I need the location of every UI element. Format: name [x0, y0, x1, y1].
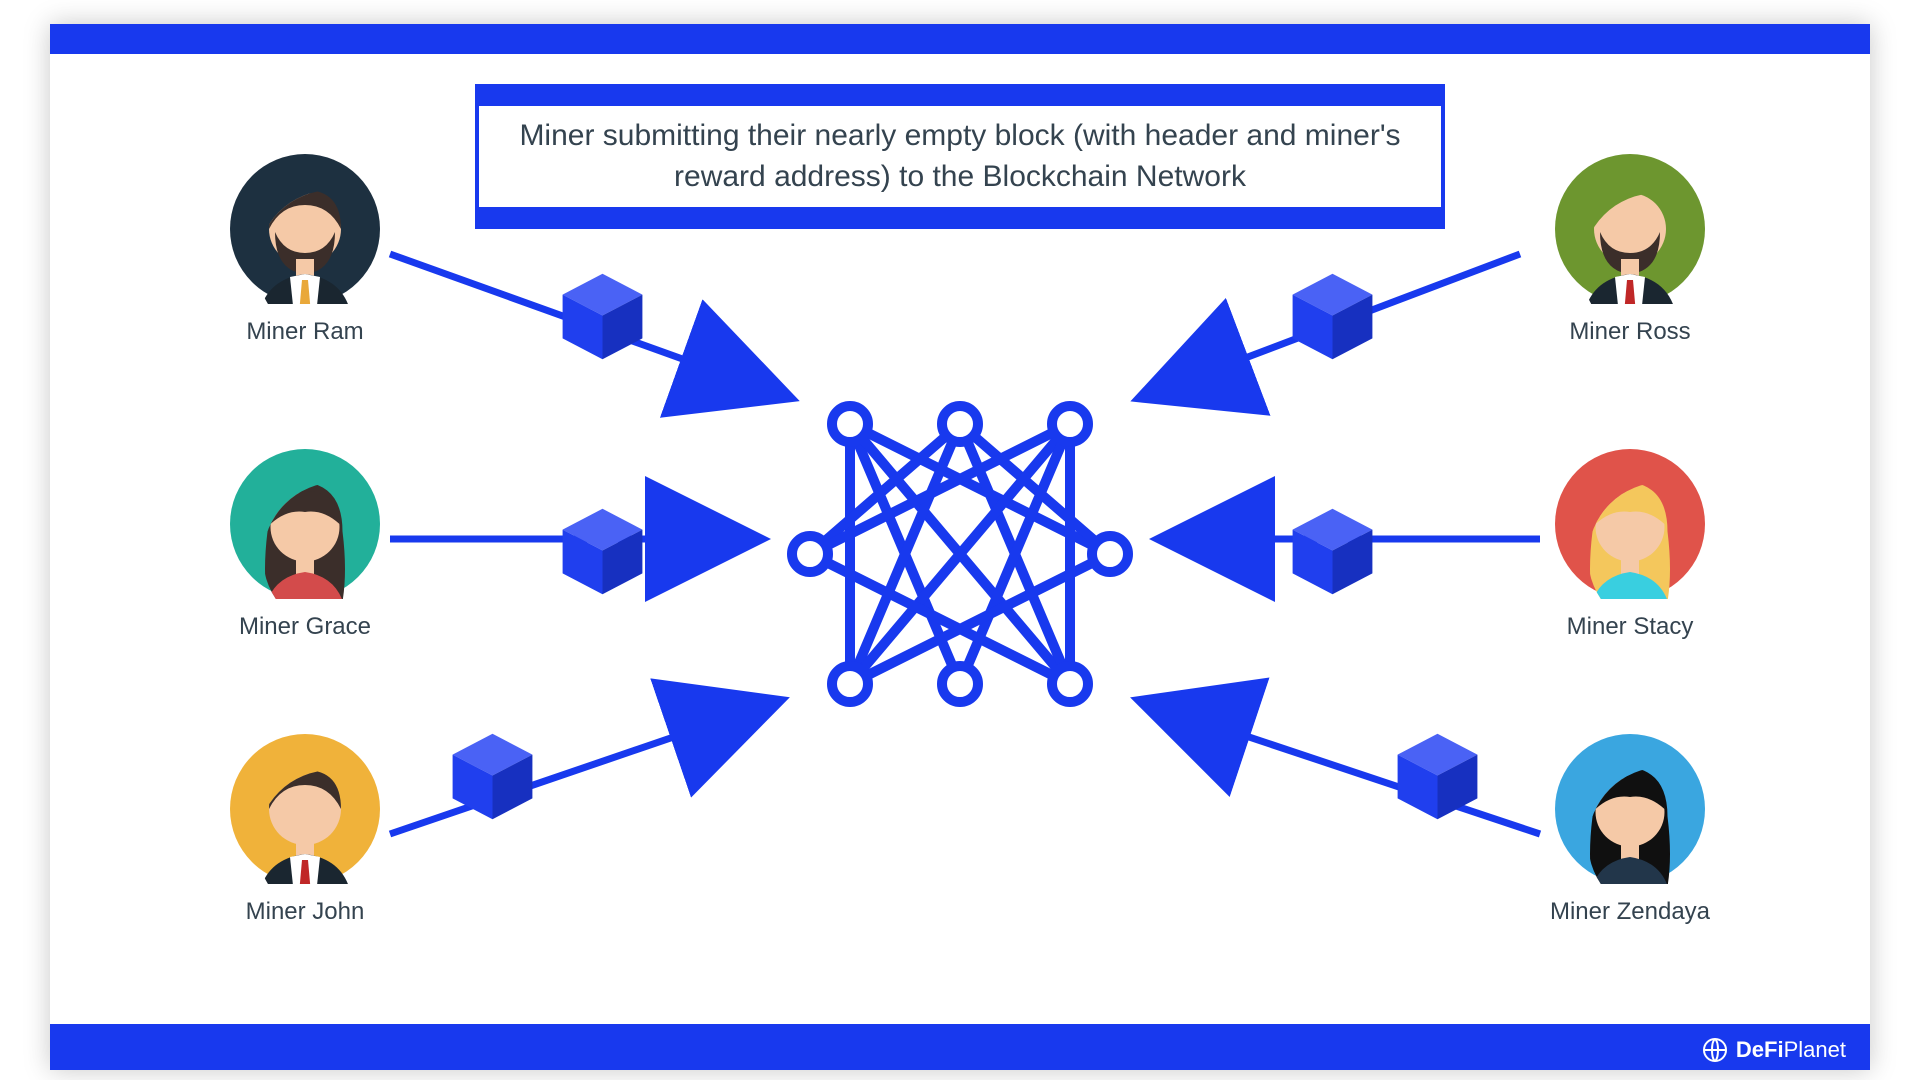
miner-avatar-icon [1555, 154, 1705, 304]
miner-label: Miner Ram [205, 318, 405, 346]
miner-node: Miner Ram [205, 154, 405, 346]
miner-label: Miner John [205, 898, 405, 926]
brand-bold: DeFi [1736, 1037, 1784, 1062]
miner-node: Miner Grace [205, 449, 405, 641]
block-cube-icon [555, 504, 650, 599]
top-bar [50, 24, 1870, 54]
title-text: Miner submitting their nearly empty bloc… [479, 106, 1441, 207]
miner-avatar-icon [1555, 449, 1705, 599]
block-cube-icon [445, 729, 540, 824]
miner-avatar-icon [1555, 734, 1705, 884]
miner-label: Miner Grace [205, 613, 405, 641]
brand-globe-icon [1702, 1037, 1728, 1063]
miner-label: Miner Zendaya [1530, 898, 1730, 926]
miner-avatar-icon [230, 734, 380, 884]
block-cube-icon [1285, 504, 1380, 599]
bottom-bar: DeFiPlanet [50, 1024, 1870, 1070]
miner-avatar-icon [230, 449, 380, 599]
diagram-frame: DeFiPlanet Miner submitting their nearly… [50, 24, 1870, 1070]
blockchain-network-icon [780, 384, 1140, 724]
miner-label: Miner Ross [1530, 318, 1730, 346]
miner-avatar-icon [230, 154, 380, 304]
title-stripe-top [479, 88, 1441, 106]
miner-node: Miner Ross [1530, 154, 1730, 346]
miner-node: Miner Stacy [1530, 449, 1730, 641]
title-stripe-bottom [479, 207, 1441, 225]
block-cube-icon [555, 269, 650, 364]
miner-label: Miner Stacy [1530, 613, 1730, 641]
brand-light: Planet [1784, 1037, 1846, 1062]
miner-node: Miner John [205, 734, 405, 926]
title-box: Miner submitting their nearly empty bloc… [475, 84, 1445, 229]
block-cube-icon [1390, 729, 1485, 824]
block-cube-icon [1285, 269, 1380, 364]
miner-node: Miner Zendaya [1530, 734, 1730, 926]
brand-label: DeFiPlanet [1702, 1037, 1846, 1063]
